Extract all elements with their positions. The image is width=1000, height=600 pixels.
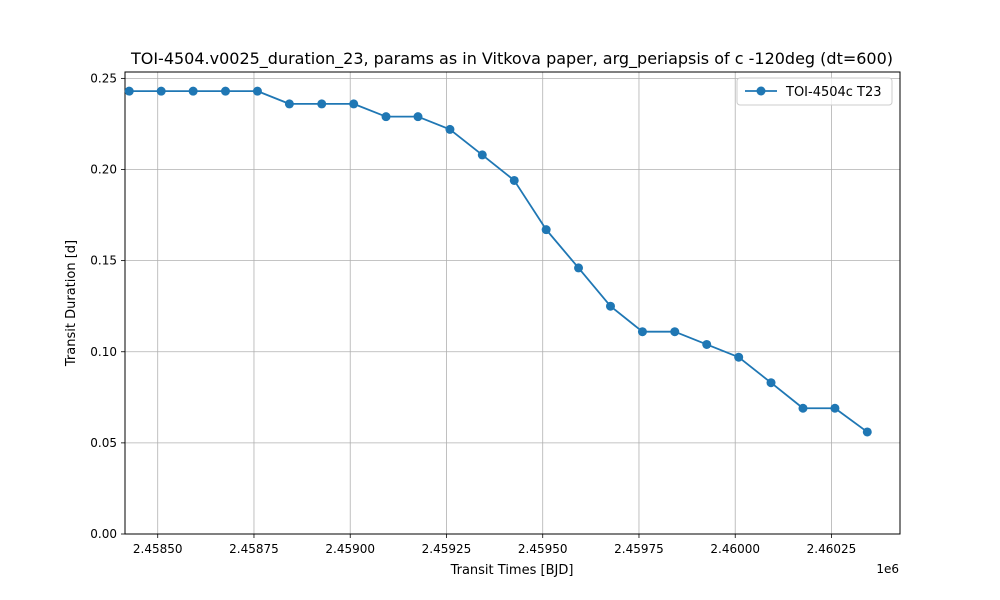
- x-offset-label: 1e6: [876, 562, 899, 576]
- x-tick-label: 2.45950: [518, 542, 568, 556]
- data-point: [124, 86, 134, 96]
- legend-marker-swatch: [756, 86, 766, 96]
- legend-box: [736, 77, 893, 106]
- x-tick-label: 2.45925: [422, 542, 472, 556]
- y-tick-label: 0.10: [90, 345, 117, 359]
- x-tick-label: 2.45900: [325, 542, 375, 556]
- data-point: [670, 327, 680, 337]
- data-point: [252, 86, 262, 96]
- data-point: [477, 150, 487, 160]
- data-point: [349, 99, 359, 109]
- y-tick-label: 0.15: [90, 254, 117, 268]
- data-point: [445, 124, 455, 134]
- data-point: [220, 86, 230, 96]
- data-point: [541, 225, 551, 235]
- data-point: [574, 263, 584, 273]
- data-point: [830, 403, 840, 413]
- data-point: [413, 112, 423, 122]
- data-point: [381, 112, 391, 122]
- data-point: [798, 403, 808, 413]
- data-point: [702, 339, 712, 349]
- y-tick-label: 0.25: [90, 71, 117, 85]
- chart-title: TOI-4504.v0025_duration_23, params as in…: [130, 49, 893, 69]
- data-point: [605, 301, 615, 311]
- y-axis-label: Transit Duration [d]: [64, 240, 79, 367]
- x-tick-label: 2.46025: [807, 542, 857, 556]
- data-point: [188, 86, 198, 96]
- y-tick-label: 0.00: [90, 527, 117, 541]
- data-point: [156, 86, 166, 96]
- data-point: [317, 99, 327, 109]
- plot-frame: [124, 71, 901, 535]
- x-tick-label: 2.45875: [229, 542, 279, 556]
- x-tick-label: 2.45850: [133, 542, 183, 556]
- tick-layer: 2.45850 2.45875 2.45900 2.45925 2.45950 2.459…: [90, 71, 856, 556]
- data-point: [766, 378, 776, 388]
- data-point: [284, 99, 294, 109]
- x-tick-label: 2.45975: [614, 542, 664, 556]
- legend-entry-label: TOI-4504c T23: [785, 85, 882, 100]
- data-point: [509, 175, 519, 185]
- data-point: [862, 427, 872, 437]
- x-axis-label: Transit Times [BJD]: [450, 563, 574, 578]
- data-point: [637, 327, 647, 337]
- y-tick-label: 0.05: [90, 436, 117, 450]
- series-line: [129, 90, 868, 433]
- legend: TOI-4504c T23: [736, 77, 893, 106]
- y-tick-label: 0.20: [90, 163, 117, 177]
- x-tick-label: 2.46000: [710, 542, 760, 556]
- data-point: [734, 352, 744, 362]
- series-layer: [124, 86, 872, 437]
